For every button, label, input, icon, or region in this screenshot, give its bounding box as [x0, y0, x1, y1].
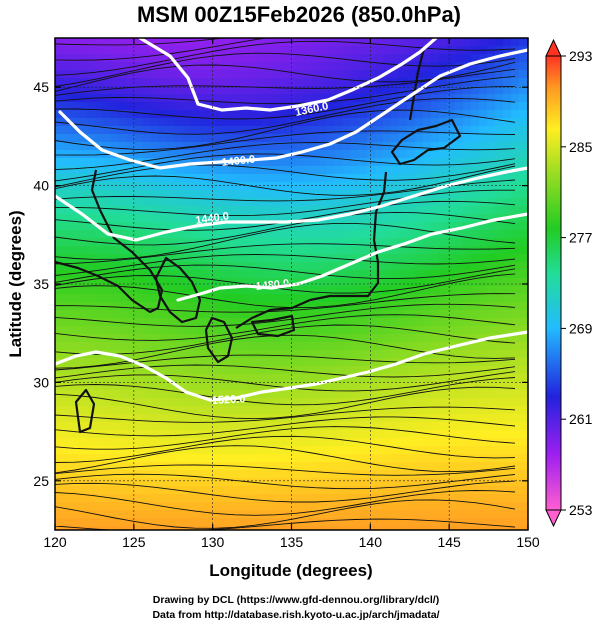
colorbar-min-triangle	[545, 509, 562, 528]
y-tick-label: 25	[33, 473, 49, 489]
footer-credit-data: Data from http://database.rish.kyoto-u.a…	[152, 609, 439, 621]
colorbar-max-triangle	[545, 38, 562, 57]
contour-label-1400: 1400.0	[221, 154, 256, 169]
axis-ticks	[54, 38, 529, 530]
contour-line-1360	[138, 38, 438, 112]
coastline-taiwan	[74, 388, 96, 434]
colorbar-tick-label: 261	[569, 411, 593, 427]
y-tick-label: 35	[33, 276, 49, 292]
contour-line-1480	[176, 212, 528, 302]
wind-streamlines	[55, 38, 516, 530]
x-tick-label: 120	[43, 534, 67, 550]
x-tick-label: 145	[437, 534, 461, 550]
y-tick-labels: 25 30 35 40 45	[33, 79, 49, 489]
contour-label-1480: 1480.0	[255, 278, 290, 293]
contour-line-1520	[55, 330, 528, 402]
x-tick-label: 125	[122, 534, 146, 550]
height-contours	[55, 38, 528, 402]
coastlines	[55, 47, 462, 434]
contour-labels: 1360.0 1400.0 1440.0 1480.0 1520.0	[195, 100, 330, 407]
colorbar-tick-label: 285	[569, 139, 593, 155]
coastline-sakhalin	[408, 47, 426, 121]
plot-area: 1360.0 1400.0 1440.0 1480.0 1520.0	[55, 38, 528, 530]
contour-label-1440: 1440.0	[195, 210, 230, 227]
colorbar-tick-label: 293	[569, 48, 593, 64]
coastline-japan-kyushu	[204, 316, 234, 364]
x-tick-labels: 120 125 130 135 140 145 150	[43, 534, 540, 550]
x-tick-label: 140	[359, 534, 383, 550]
contour-line-1400	[58, 48, 528, 170]
y-tick-label: 45	[33, 79, 49, 95]
colorbar: 253 261 269 277 285 293	[545, 38, 593, 528]
coastline-china	[55, 169, 164, 314]
y-tick-label: 40	[33, 178, 49, 194]
contour-line-1440	[55, 166, 528, 242]
x-tick-label: 135	[280, 534, 304, 550]
coastline-korea	[154, 256, 202, 324]
colorbar-tick-label: 253	[569, 502, 593, 518]
y-axis-label: Latitude (degrees)	[6, 210, 25, 357]
y-tick-label: 30	[33, 374, 49, 390]
x-axis-label: Longitude (degrees)	[209, 561, 372, 580]
graticule	[55, 38, 528, 530]
colorbar-tick-label: 277	[569, 230, 593, 246]
footer-credit-drawing: Drawing by DCL (https://www.gfd-dennou.o…	[153, 594, 439, 606]
x-tick-label: 130	[201, 534, 225, 550]
contour-label-1520: 1520.0	[212, 393, 246, 407]
coastline-japan-shikoku	[250, 314, 296, 338]
colorbar-ticks: 253 261 269 277 285 293	[561, 48, 593, 518]
coastline-hokkaido	[390, 118, 462, 166]
chart-title: MSM 00Z15Feb2026 (850.0hPa)	[137, 2, 461, 27]
x-tick-label: 150	[516, 534, 540, 550]
colorbar-gradient	[545, 55, 562, 511]
colorbar-tick-label: 269	[569, 320, 593, 336]
coastline-japan-honshu	[235, 171, 388, 329]
